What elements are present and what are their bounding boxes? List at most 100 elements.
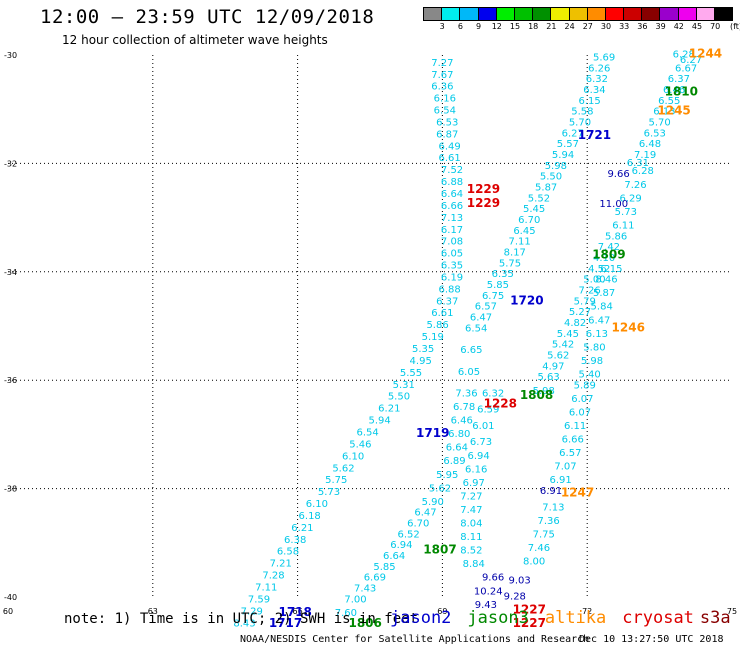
swh-value: 6.17 bbox=[441, 225, 463, 236]
swh-value: 6.64 bbox=[441, 189, 463, 200]
swh-value: 6.55 bbox=[658, 96, 680, 107]
swh-value: 5.75 bbox=[499, 258, 521, 269]
swh-value: 6.53 bbox=[644, 128, 666, 139]
x-tick-label: 69 bbox=[437, 607, 447, 616]
swh-value: 8.17 bbox=[504, 248, 526, 259]
swh-value: 5.40 bbox=[578, 369, 600, 380]
swh-value: 5.63 bbox=[537, 372, 559, 383]
swh-value-high: 9.43 bbox=[475, 600, 497, 611]
scale-label: 39 bbox=[655, 22, 666, 31]
pass-time-label: 1247 bbox=[561, 486, 594, 500]
swh-value: 6.94 bbox=[390, 540, 412, 551]
swh-value: 6.29 bbox=[620, 193, 642, 204]
swh-value: 5.95 bbox=[436, 470, 458, 481]
pass-time-label: 1719 bbox=[416, 426, 449, 440]
swh-value: 6.54 bbox=[356, 427, 378, 438]
scale-label: 3 bbox=[439, 22, 445, 31]
x-tick-label: 75 bbox=[727, 607, 737, 616]
swh-value: 5.70 bbox=[569, 117, 591, 128]
scale-label: 70 bbox=[710, 22, 721, 31]
pass-time-label: 1227 bbox=[513, 602, 546, 616]
swh-value: 8.46 bbox=[595, 275, 617, 286]
swh-value: 4.95 bbox=[410, 356, 432, 367]
swh-value: 5.19 bbox=[422, 332, 444, 343]
color-scale-bar bbox=[423, 7, 734, 21]
swh-value: 5.31 bbox=[393, 380, 415, 391]
y-tick-label: -32 bbox=[4, 159, 17, 168]
swh-value: 6.01 bbox=[472, 421, 494, 432]
swh-value: 6.66 bbox=[562, 435, 584, 446]
swh-value: 5.98 bbox=[533, 386, 555, 397]
scale-label: 42 bbox=[673, 22, 684, 31]
swh-value: 6.88 bbox=[439, 284, 461, 295]
swh-value: 6.10 bbox=[306, 499, 328, 510]
swh-value: 5.94 bbox=[369, 416, 391, 427]
swh-value: 6.66 bbox=[441, 201, 463, 212]
swh-value: 5.87 bbox=[593, 288, 615, 299]
swh-value: 8.43 bbox=[233, 618, 255, 629]
swh-value: 6.37 bbox=[436, 296, 458, 307]
map-axes: 60 63 66 69 72 75 -30 -32 -34 -36 -38 -40 bbox=[3, 51, 737, 616]
swh-value: 5.80 bbox=[583, 342, 605, 353]
swh-value: 6.67 bbox=[675, 63, 697, 74]
swh-value: 6.13 bbox=[653, 107, 675, 118]
scale-label: 45 bbox=[691, 22, 703, 31]
swh-value: 6.75 bbox=[482, 291, 504, 302]
swh-value: 6.16 bbox=[465, 464, 487, 475]
swh-value: 6.49 bbox=[439, 141, 461, 152]
swh-value: 7.43 bbox=[354, 584, 376, 595]
scale-label: 21 bbox=[546, 22, 557, 31]
swh-value: 4.82 bbox=[564, 318, 586, 329]
swh-value: 5.50 bbox=[388, 392, 410, 403]
swh-value: 6.47 bbox=[588, 315, 610, 326]
swh-value: 6.05 bbox=[441, 249, 463, 260]
map-subtitle: 12 hour collection of altimeter wave hei… bbox=[62, 33, 328, 47]
swh-value: 6.88 bbox=[441, 177, 463, 188]
scale-label: 12 bbox=[491, 22, 502, 31]
swh-value: 7.19 bbox=[634, 150, 656, 161]
legend-cryosat: cryosat bbox=[622, 608, 694, 628]
swh-value: 5.98 bbox=[581, 356, 603, 367]
swh-value: 7.59 bbox=[248, 594, 270, 605]
swh-value: 4.97 bbox=[542, 361, 564, 372]
swh-value-high: 6.91 bbox=[540, 486, 562, 497]
swh-value: 5.94 bbox=[552, 150, 574, 161]
swh-value-high: 9.03 bbox=[508, 575, 530, 586]
swh-value: 5.45 bbox=[557, 329, 579, 340]
swh-value: 5.87 bbox=[535, 183, 557, 194]
swh-value: 5.55 bbox=[400, 368, 422, 379]
pass-time-label: 1244 bbox=[689, 47, 722, 61]
color-scale-labels: 3 6 9 12 15 18 21 24 27 30 33 36 39 42 45 70 bbox=[423, 22, 740, 34]
swh-value: 4.10 bbox=[593, 253, 615, 264]
swh-value: 5.84 bbox=[591, 302, 613, 313]
swh-value: 5.89 bbox=[574, 380, 596, 391]
swh-value: 5.90 bbox=[422, 497, 444, 508]
pass-time-label: 1245 bbox=[657, 104, 690, 118]
swh-value: 6.37 bbox=[668, 74, 690, 85]
color-scale-unit: (ft) bbox=[730, 22, 740, 31]
swh-value: 6.18 bbox=[299, 511, 321, 522]
scale-label: 15 bbox=[509, 22, 521, 31]
swh-value: 6.94 bbox=[467, 451, 489, 462]
y-tick-label: -30 bbox=[4, 51, 17, 60]
swh-value: 6.64 bbox=[383, 551, 405, 562]
swh-value: 6.26 bbox=[588, 63, 610, 74]
swh-value: 7.46 bbox=[528, 543, 550, 554]
swh-labels: 7.277.676.366.166.546.536.876.496.617.52… bbox=[233, 50, 702, 630]
swh-value: 8.11 bbox=[460, 532, 482, 543]
pass-time-label: 1808 bbox=[520, 388, 553, 402]
swh-value: 6.15 bbox=[600, 264, 622, 275]
swh-value: 6.19 bbox=[441, 272, 463, 283]
swh-value: 6.47 bbox=[414, 508, 436, 519]
swh-value: 7.52 bbox=[441, 165, 463, 176]
swh-value: 5.42 bbox=[552, 340, 574, 351]
swh-value: 6.27 bbox=[562, 128, 584, 139]
swh-value: 6.70 bbox=[407, 519, 429, 530]
swh-value: 6.31 bbox=[627, 158, 649, 169]
pass-time-label: 1717 bbox=[269, 616, 302, 630]
swh-value: 7.60 bbox=[335, 608, 357, 619]
swh-value: 7.29 bbox=[241, 606, 263, 617]
scale-swatch bbox=[714, 7, 734, 21]
swh-value: 5.58 bbox=[571, 107, 593, 118]
swh-value: 7.07 bbox=[554, 462, 576, 473]
